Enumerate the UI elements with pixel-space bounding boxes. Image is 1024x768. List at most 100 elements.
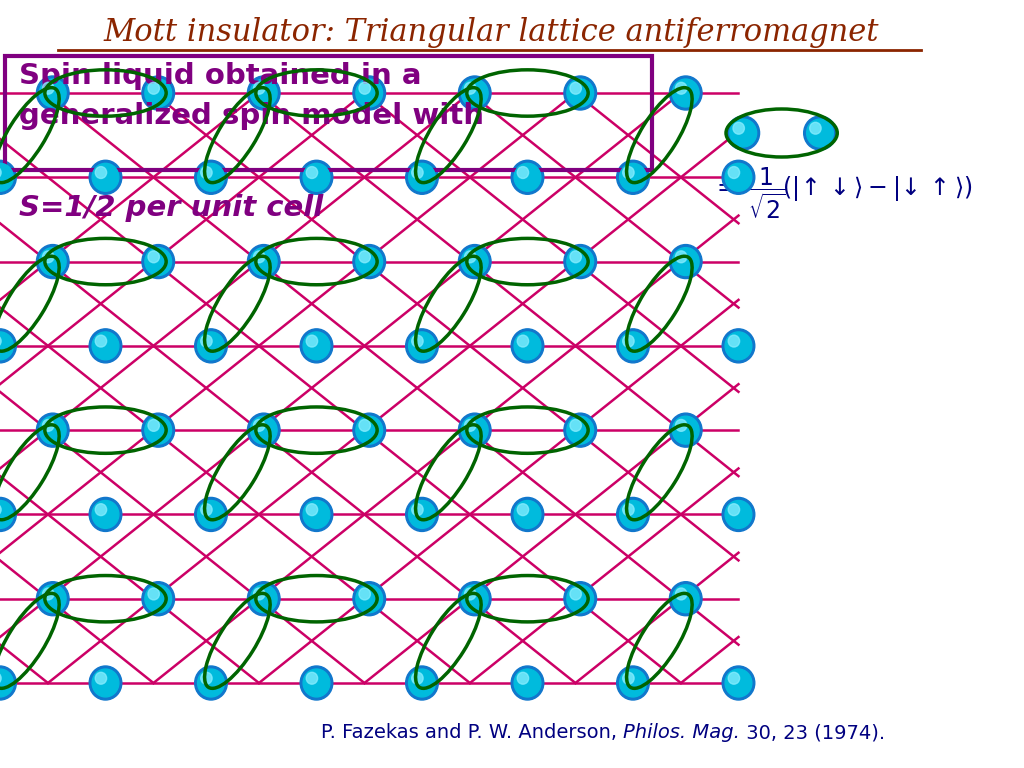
- Circle shape: [459, 244, 492, 279]
- Circle shape: [564, 581, 597, 616]
- Circle shape: [616, 498, 649, 531]
- Circle shape: [462, 79, 488, 107]
- Circle shape: [95, 504, 106, 515]
- Circle shape: [42, 419, 54, 432]
- Circle shape: [517, 672, 528, 684]
- Circle shape: [406, 329, 438, 362]
- Circle shape: [251, 416, 278, 444]
- Circle shape: [722, 498, 755, 531]
- Text: 30, 23 (1974).: 30, 23 (1974).: [740, 723, 886, 743]
- Circle shape: [465, 588, 476, 600]
- Circle shape: [676, 588, 687, 600]
- Circle shape: [0, 332, 13, 359]
- Circle shape: [676, 82, 687, 94]
- Circle shape: [303, 332, 330, 359]
- Circle shape: [306, 335, 317, 347]
- Circle shape: [0, 161, 16, 194]
- Circle shape: [92, 501, 119, 528]
- Circle shape: [254, 419, 265, 432]
- Circle shape: [412, 167, 423, 178]
- Circle shape: [728, 335, 739, 347]
- Circle shape: [201, 672, 212, 684]
- Circle shape: [409, 669, 435, 697]
- Circle shape: [722, 329, 755, 362]
- Circle shape: [728, 167, 739, 178]
- Circle shape: [359, 251, 371, 263]
- Circle shape: [92, 669, 119, 697]
- Circle shape: [676, 251, 687, 263]
- Text: P. Fazekas and P. W. Anderson,: P. Fazekas and P. W. Anderson,: [322, 723, 624, 743]
- Circle shape: [42, 82, 54, 94]
- Circle shape: [148, 588, 160, 600]
- Circle shape: [0, 501, 13, 528]
- Circle shape: [616, 329, 649, 362]
- Circle shape: [673, 584, 699, 613]
- Circle shape: [567, 584, 594, 613]
- Circle shape: [623, 335, 634, 347]
- Circle shape: [465, 82, 476, 94]
- Circle shape: [303, 669, 330, 697]
- Circle shape: [300, 666, 333, 700]
- Circle shape: [37, 244, 69, 279]
- Circle shape: [201, 504, 212, 515]
- Circle shape: [37, 76, 69, 110]
- Circle shape: [570, 588, 582, 600]
- Circle shape: [0, 666, 16, 700]
- Circle shape: [195, 498, 227, 531]
- Circle shape: [567, 416, 594, 444]
- Circle shape: [303, 501, 330, 528]
- Circle shape: [725, 501, 752, 528]
- Text: Philos. Mag.: Philos. Mag.: [624, 723, 740, 743]
- Circle shape: [564, 244, 597, 279]
- Circle shape: [514, 164, 541, 191]
- Circle shape: [95, 167, 106, 178]
- Circle shape: [511, 666, 544, 700]
- Circle shape: [730, 119, 757, 147]
- Circle shape: [142, 413, 174, 447]
- Circle shape: [728, 672, 739, 684]
- Circle shape: [254, 251, 265, 263]
- Circle shape: [142, 244, 174, 279]
- Circle shape: [722, 161, 755, 194]
- Circle shape: [0, 164, 13, 191]
- Circle shape: [353, 581, 386, 616]
- Circle shape: [728, 504, 739, 515]
- Circle shape: [359, 419, 371, 432]
- Circle shape: [306, 672, 317, 684]
- Circle shape: [733, 122, 744, 134]
- Circle shape: [570, 251, 582, 263]
- Circle shape: [356, 416, 383, 444]
- Circle shape: [353, 244, 386, 279]
- Circle shape: [92, 164, 119, 191]
- Circle shape: [673, 416, 699, 444]
- Circle shape: [356, 247, 383, 276]
- Circle shape: [459, 76, 492, 110]
- Circle shape: [148, 251, 160, 263]
- Circle shape: [511, 161, 544, 194]
- Circle shape: [412, 504, 423, 515]
- Circle shape: [670, 244, 702, 279]
- Circle shape: [620, 669, 646, 697]
- Circle shape: [300, 329, 333, 362]
- Circle shape: [0, 329, 16, 362]
- Circle shape: [620, 332, 646, 359]
- Circle shape: [564, 413, 597, 447]
- Text: Spin liquid obtained in a: Spin liquid obtained in a: [19, 62, 422, 90]
- Circle shape: [248, 76, 280, 110]
- Circle shape: [616, 161, 649, 194]
- Circle shape: [198, 669, 224, 697]
- Circle shape: [511, 329, 544, 362]
- Circle shape: [39, 247, 67, 276]
- Circle shape: [144, 416, 172, 444]
- Circle shape: [465, 419, 476, 432]
- Circle shape: [0, 498, 16, 531]
- Circle shape: [459, 581, 492, 616]
- Circle shape: [42, 588, 54, 600]
- Circle shape: [356, 79, 383, 107]
- Circle shape: [95, 335, 106, 347]
- Circle shape: [406, 666, 438, 700]
- Circle shape: [144, 79, 172, 107]
- Circle shape: [412, 672, 423, 684]
- Circle shape: [251, 79, 278, 107]
- Circle shape: [353, 413, 386, 447]
